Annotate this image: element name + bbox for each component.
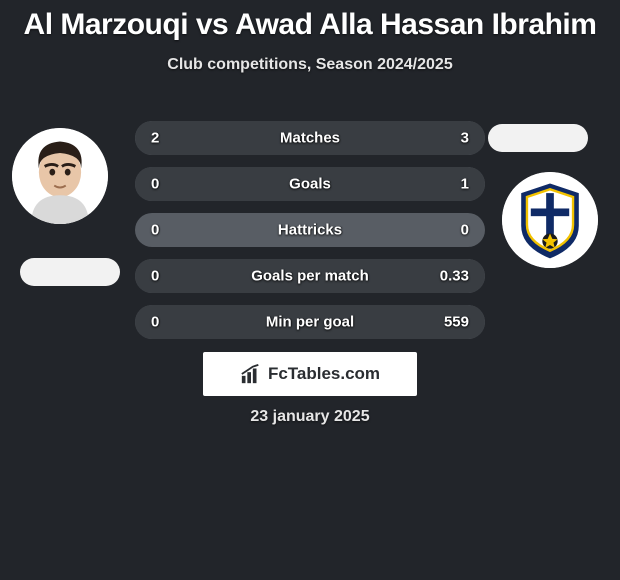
player-left-avatar bbox=[12, 128, 108, 224]
stat-label: Hattricks bbox=[278, 222, 342, 239]
stat-value-right: 0.33 bbox=[440, 268, 469, 285]
subtitle: Club competitions, Season 2024/2025 bbox=[0, 56, 620, 74]
stat-value-right: 0 bbox=[461, 222, 469, 239]
page-title: Al Marzouqi vs Awad Alla Hassan Ibrahim bbox=[0, 0, 620, 42]
stat-value-right: 559 bbox=[444, 314, 469, 331]
stat-value-left: 0 bbox=[151, 222, 159, 239]
stat-label: Goals bbox=[289, 176, 331, 193]
stats-bars: 2 Matches 3 0 Goals 1 0 Hattricks 0 0 Goals per ma… bbox=[135, 121, 485, 351]
stat-row: 0 Min per goal 559 bbox=[135, 305, 485, 339]
stat-value-left: 0 bbox=[151, 314, 159, 331]
stat-value-left: 0 bbox=[151, 176, 159, 193]
stat-label: Matches bbox=[280, 130, 340, 147]
stat-row: 2 Matches 3 bbox=[135, 121, 485, 155]
date-line: 23 january 2025 bbox=[0, 408, 620, 426]
stat-row: 0 Goals per match 0.33 bbox=[135, 259, 485, 293]
stat-value-left: 0 bbox=[151, 268, 159, 285]
stat-row: 0 Goals 1 bbox=[135, 167, 485, 201]
stat-row: 0 Hattricks 0 bbox=[135, 213, 485, 247]
player-left-flag bbox=[20, 258, 120, 286]
stat-label: Min per goal bbox=[266, 314, 354, 331]
club-crest-icon bbox=[502, 172, 598, 268]
stat-label: Goals per match bbox=[251, 268, 369, 285]
stat-value-right: 3 bbox=[461, 130, 469, 147]
stat-value-left: 2 bbox=[151, 130, 159, 147]
player-right-flag bbox=[488, 124, 588, 152]
chart-icon bbox=[240, 363, 262, 385]
player-right-badge bbox=[502, 172, 598, 268]
stat-value-right: 1 bbox=[461, 176, 469, 193]
brand-text: FcTables.com bbox=[268, 364, 380, 384]
brand-box: FcTables.com bbox=[203, 352, 417, 396]
player-left-avatar-illustration bbox=[12, 128, 108, 224]
